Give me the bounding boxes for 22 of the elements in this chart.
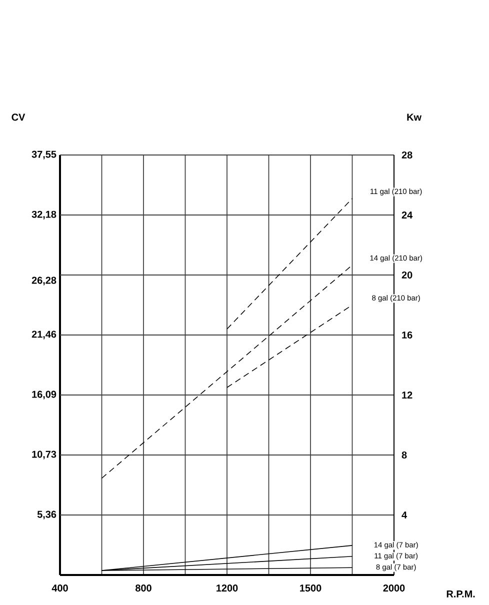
x-tick-label: 2000	[383, 584, 405, 592]
x-tick-label: 1200	[216, 584, 238, 592]
y-tick-label: 21,46	[32, 330, 56, 340]
x-axis-title: R.P.M.	[446, 590, 475, 598]
x-tick-label: 1500	[300, 584, 322, 592]
y-axis-title: CV	[12, 114, 26, 121]
y-tick-label: 16,09	[32, 390, 56, 400]
y2-tick-label: 28	[402, 151, 412, 159]
y2-tick-label: 24	[402, 212, 413, 218]
y2-tick-label: 4	[402, 512, 407, 518]
x-tick-label: 400	[52, 584, 68, 592]
y2-tick-label: 16	[402, 331, 412, 339]
y2-tick-label: 12	[402, 392, 412, 398]
y2-tick-label: 20	[402, 271, 412, 279]
y-tick-label: 26,28	[32, 276, 56, 286]
y-tick-label: 10,73	[32, 450, 56, 460]
y-tick-label: 5,36	[37, 510, 56, 520]
y-tick-label: 37,55	[32, 150, 56, 160]
y2-axis-title: Kw	[407, 114, 422, 121]
y2-tick-label: 8	[402, 451, 407, 459]
x-tick-label: 800	[136, 584, 152, 592]
y-tick-label: 32,18	[32, 210, 56, 220]
